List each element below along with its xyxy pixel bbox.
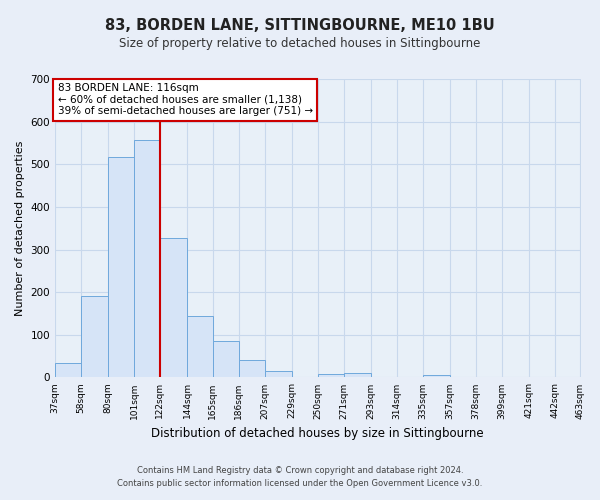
Bar — [160, 238, 187, 378]
Bar — [134, 140, 160, 378]
Bar — [265, 371, 292, 378]
Bar — [344, 373, 371, 378]
Bar — [55, 364, 81, 378]
Bar — [81, 296, 108, 378]
Text: Contains HM Land Registry data © Crown copyright and database right 2024.
Contai: Contains HM Land Registry data © Crown c… — [118, 466, 482, 487]
Bar — [187, 316, 213, 378]
Y-axis label: Number of detached properties: Number of detached properties — [15, 140, 25, 316]
Bar — [108, 156, 134, 378]
Bar — [213, 341, 239, 378]
Text: Size of property relative to detached houses in Sittingbourne: Size of property relative to detached ho… — [119, 38, 481, 51]
Text: 83 BORDEN LANE: 116sqm
← 60% of detached houses are smaller (1,138)
39% of semi-: 83 BORDEN LANE: 116sqm ← 60% of detached… — [58, 84, 313, 116]
Bar — [318, 374, 344, 378]
Text: 83, BORDEN LANE, SITTINGBOURNE, ME10 1BU: 83, BORDEN LANE, SITTINGBOURNE, ME10 1BU — [105, 18, 495, 32]
Bar — [239, 360, 265, 378]
X-axis label: Distribution of detached houses by size in Sittingbourne: Distribution of detached houses by size … — [151, 427, 484, 440]
Bar — [422, 376, 450, 378]
